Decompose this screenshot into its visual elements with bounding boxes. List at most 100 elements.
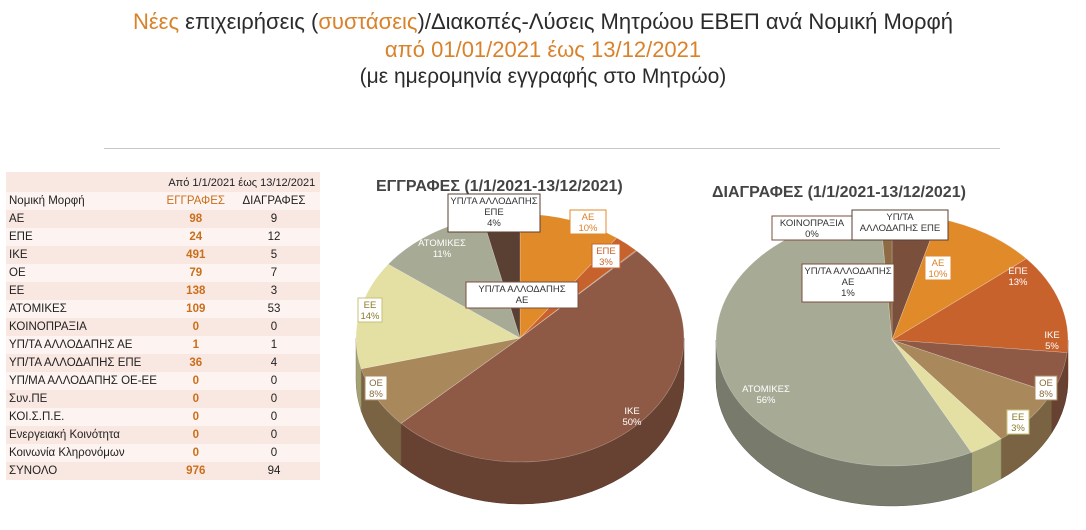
legal-form-cell: ΙΚΕ: [6, 246, 164, 264]
slice-label-box: [447, 193, 541, 233]
slice-name: ΑΤΟΜΙΚΕΣ: [742, 384, 790, 395]
legal-form-cell: ΚΟΙ.Σ.Π.Ε.: [6, 408, 164, 426]
table-row: ΥΠ/ΜΑ ΑΛΛΟΔΑΠΗΣ ΟΕ-ΕΕ 0 0: [6, 372, 320, 390]
slice-percent: 0%: [805, 229, 819, 240]
slice-name: ΕΕ: [364, 300, 377, 311]
pie-slice: [400, 250, 685, 463]
deletions-cell: 3: [228, 282, 320, 300]
legal-form-cell: ΑΕ: [6, 210, 164, 228]
deletions-cell: 0: [228, 408, 320, 426]
slice-label-box: [569, 209, 607, 235]
slice-percent: 56%: [756, 395, 776, 406]
deletions-cell: 0: [228, 444, 320, 462]
title-date-range: από 01/01/2021 έως 13/12/2021: [384, 37, 702, 62]
registrations-cell: 491: [163, 246, 228, 264]
registrations-cell: 0: [163, 426, 228, 444]
table-row: ΥΠ/ΤΑ ΑΛΛΟΔΑΠΗΣ ΑΕ 1 1: [6, 336, 320, 354]
slice-name: ΕΠΕ: [484, 207, 504, 218]
registrations-cell: 79: [163, 264, 228, 282]
registrations-cell: 24: [163, 228, 228, 246]
pie-slice: [891, 339, 1002, 453]
table-row: ΚΟΙ.Σ.Π.Ε. 0 0: [6, 408, 320, 426]
pie-slice: [891, 258, 1069, 353]
deletions-cell: 9: [228, 210, 320, 228]
registrations-cell: 0: [163, 318, 228, 336]
pie-side: [715, 339, 1069, 507]
table-row: ΥΠ/ΤΑ ΑΛΛΟΔΑΠΗΣ ΕΠΕ 36 4: [6, 354, 320, 372]
legal-form-cell: ΣΥΝΟΛΟ: [6, 462, 164, 480]
slice-name: ΑΕ: [932, 258, 945, 269]
slice-percent: 10%: [928, 269, 948, 280]
slice-percent: 3%: [1011, 423, 1025, 434]
slice-label-box: [1006, 409, 1030, 435]
slice-label-box: [851, 209, 949, 241]
deletions-cell: 0: [228, 318, 320, 336]
deletions-cell: 53: [228, 300, 320, 318]
slice-name: ΕΠΕ: [1008, 266, 1028, 277]
deletions-cell: 5: [228, 246, 320, 264]
slice-percent: 13%: [1008, 277, 1028, 288]
slice-label-box: [771, 215, 853, 241]
table-total-row: ΣΥΝΟΛΟ 976 94: [6, 462, 320, 480]
table-row: ΑΕ 98 9: [6, 210, 320, 228]
table-period-row: Από 1/1/2021 έως 13/12/2021: [6, 172, 320, 192]
registrations-cell: 0: [163, 372, 228, 390]
registrations-cell: 109: [163, 300, 228, 318]
slice-percent: 3%: [599, 257, 613, 268]
slice-name: ΥΠ/ΤΑ ΑΛΛΟΔΑΠΗΣ: [478, 284, 565, 295]
registrations-cell: 0: [163, 444, 228, 462]
legal-form-cell: Κοινωνία Κληρονόμων: [6, 444, 164, 462]
slice-label-box: [357, 297, 383, 323]
legal-form-cell: ΚΟΙΝΟΠΡΑΞΙΑ: [6, 318, 164, 336]
deletions-cell: 4: [228, 354, 320, 372]
registrations-cell: 98: [163, 210, 228, 228]
registrations-cell: 0: [163, 390, 228, 408]
deletions-cell: 12: [228, 228, 320, 246]
registrations-cell: 0: [163, 408, 228, 426]
data-table: Από 1/1/2021 έως 13/12/2021 Νομική Μορφή…: [6, 172, 320, 480]
slice-percent: 8%: [1039, 389, 1053, 400]
slice-label: ΟΕ8%: [1034, 375, 1058, 401]
title-line-1: Νέες επιχειρήσεις (συστάσεις)/Διακοπές-Λ…: [0, 8, 1086, 36]
slice-name: ΕΕ: [1012, 412, 1025, 423]
slice-name: ΥΠ/ΤΑ ΑΛΛΟΔΑΠΗΣ: [804, 266, 891, 277]
table-row: ΚΟΙΝΟΠΡΑΞΙΑ 0 0: [6, 318, 320, 336]
table-row: ΙΚΕ 491 5: [6, 246, 320, 264]
table-row: ΟΕ 79 7: [6, 264, 320, 282]
slice-label-box: [591, 243, 621, 269]
legal-form-cell: Συν.ΠΕ: [6, 390, 164, 408]
registrations-cell: 1: [163, 336, 228, 354]
slice-name: ΑΤΟΜΙΚΕΣ: [418, 238, 466, 249]
title-subtitle: (με ημερομηνία εγγραφής στο Μητρώο): [359, 65, 727, 88]
slice-percent: 10%: [578, 223, 598, 234]
table-row: ΕΠΕ 24 12: [6, 228, 320, 246]
title-establishments: συστάσεις: [318, 9, 418, 34]
header-deletions: ΔΙΑΓΡΑΦΕΣ: [228, 192, 320, 210]
slice-label-box: [465, 281, 579, 309]
legal-form-cell: ΑΤΟΜΙΚΕΣ: [6, 300, 164, 318]
slice-name: ΕΠΕ: [596, 246, 616, 257]
slice-percent: 4%: [487, 218, 501, 229]
deletions-cell: 1: [228, 336, 320, 354]
header-legal-form: Νομική Μορφή: [6, 192, 164, 210]
chart-title-registrations: ΕΓΓΡΑΦΕΣ (1/1/2021-13/12/2021): [376, 178, 623, 195]
page-title: Νέες επιχειρήσεις (συστάσεις)/Διακοπές-Λ…: [0, 8, 1086, 90]
slice-label-box: [801, 263, 895, 303]
slice-label: ΟΕ8%: [364, 375, 388, 401]
table-row: Συν.ΠΕ 0 0: [6, 390, 320, 408]
slice-name: ΥΠ/ΤΑ ΑΛΛΟΔΑΠΗΣ: [450, 196, 537, 207]
title-new-word: Νέες: [132, 9, 180, 34]
slice-percent: 50%: [622, 417, 642, 428]
table-period: Από 1/1/2021 έως 13/12/2021: [163, 172, 320, 192]
title-part-b: επιχειρήσεις (: [179, 9, 319, 34]
